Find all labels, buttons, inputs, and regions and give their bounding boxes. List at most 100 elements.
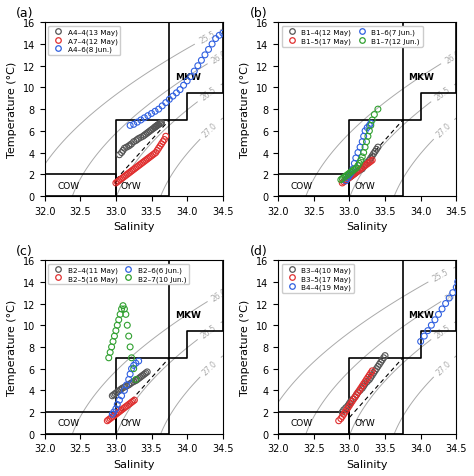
Point: [142, 157, 150, 165]
Point: [112, 327, 119, 335]
Point: [353, 165, 360, 172]
Point: [367, 120, 374, 128]
Point: [129, 397, 137, 405]
Point: [370, 150, 377, 158]
Point: [124, 171, 131, 178]
Point: [131, 166, 138, 173]
Point: [128, 398, 136, 406]
Text: 26.0: 26.0: [210, 49, 229, 65]
Point: [346, 171, 354, 178]
Y-axis label: Temperature (°C): Temperature (°C): [7, 299, 17, 395]
Point: [129, 167, 137, 174]
Text: (b): (b): [250, 7, 267, 20]
Point: [110, 412, 118, 419]
Point: [348, 168, 356, 176]
Point: [363, 139, 370, 146]
Point: [116, 397, 123, 404]
Point: [428, 322, 435, 329]
Point: [354, 168, 362, 176]
Point: [367, 158, 374, 166]
Point: [212, 36, 219, 43]
Point: [120, 145, 128, 153]
Text: 27.0: 27.0: [435, 358, 453, 376]
Point: [353, 169, 360, 177]
Point: [347, 173, 355, 181]
Point: [338, 408, 346, 416]
Point: [180, 82, 187, 90]
Point: [367, 122, 374, 130]
Point: [111, 390, 119, 397]
Point: [154, 122, 162, 129]
Point: [152, 123, 160, 131]
Point: [116, 407, 124, 415]
X-axis label: Salinity: Salinity: [346, 222, 388, 232]
Point: [155, 121, 163, 129]
Point: [123, 382, 130, 390]
Text: 26.5: 26.5: [433, 85, 452, 103]
Point: [351, 170, 359, 178]
Point: [346, 400, 353, 407]
Point: [360, 163, 367, 171]
Point: [132, 138, 140, 145]
Point: [141, 370, 148, 378]
Point: [340, 178, 347, 186]
Text: 26.5: 26.5: [200, 323, 219, 340]
Point: [173, 90, 180, 98]
Point: [139, 159, 147, 167]
Point: [123, 144, 130, 152]
Point: [364, 378, 371, 386]
Point: [380, 354, 387, 362]
Point: [113, 389, 120, 397]
Text: OYW: OYW: [355, 181, 375, 190]
Point: [363, 376, 370, 384]
Point: [138, 373, 146, 380]
Text: COW: COW: [57, 418, 80, 427]
Point: [354, 149, 362, 157]
Point: [368, 117, 376, 125]
Point: [356, 387, 363, 394]
Point: [424, 327, 432, 335]
Point: [348, 169, 356, 177]
Point: [120, 404, 128, 412]
Point: [454, 278, 462, 286]
Point: [148, 153, 155, 160]
Point: [356, 160, 363, 168]
Point: [142, 369, 150, 377]
Point: [350, 171, 357, 178]
Point: [109, 413, 117, 420]
Text: OYW: OYW: [121, 418, 142, 427]
Point: [420, 333, 428, 340]
Point: [142, 131, 150, 139]
Point: [124, 402, 131, 409]
Y-axis label: Temperature (°C): Temperature (°C): [7, 62, 17, 158]
Point: [348, 172, 356, 180]
Point: [343, 172, 350, 180]
Point: [151, 108, 159, 116]
Point: [151, 150, 158, 158]
Point: [132, 165, 140, 172]
Text: (c): (c): [16, 244, 33, 257]
Point: [431, 317, 439, 324]
Point: [108, 343, 115, 351]
Point: [364, 125, 371, 132]
Point: [347, 400, 355, 407]
Point: [374, 144, 382, 152]
Point: [113, 409, 121, 417]
Point: [370, 369, 377, 377]
Point: [335, 417, 343, 425]
Point: [347, 397, 355, 405]
Point: [345, 173, 353, 181]
Point: [364, 374, 372, 381]
Point: [105, 354, 112, 362]
Point: [137, 134, 145, 142]
Point: [187, 74, 194, 81]
Point: [442, 300, 449, 307]
Point: [155, 145, 163, 153]
Point: [127, 122, 134, 130]
Text: (a): (a): [16, 7, 34, 20]
Point: [344, 176, 351, 183]
Point: [349, 166, 357, 173]
Point: [361, 162, 369, 170]
Text: COW: COW: [291, 418, 313, 427]
Point: [381, 352, 389, 360]
